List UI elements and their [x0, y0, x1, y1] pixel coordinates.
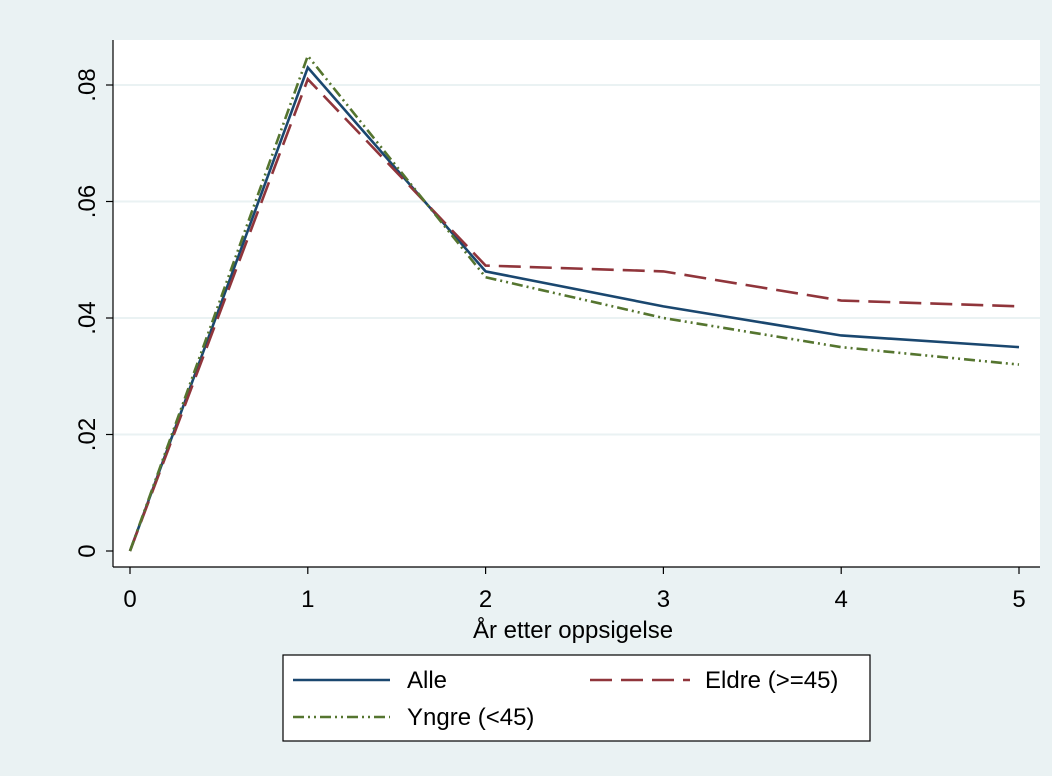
legend: Alle Eldre (>=45) Yngre (<45) — [282, 654, 871, 742]
x-tick-label: 5 — [1012, 586, 1025, 613]
tick-labels: 0 .02 .04 .06 .08 0 1 2 3 4 5 — [74, 68, 1026, 613]
series-line — [128, 76, 1020, 552]
series-line — [128, 65, 1020, 552]
legend-label: Eldre (>=45) — [705, 667, 838, 694]
x-tick-label: 3 — [657, 586, 670, 613]
y-tick-label: .04 — [74, 301, 101, 334]
x-axis-title: År etter oppsigelse — [473, 616, 673, 644]
x-tick-label: 0 — [123, 586, 136, 613]
series-line — [128, 53, 1020, 552]
y-tick-label: .02 — [74, 418, 101, 451]
y-tick-label: .06 — [74, 185, 101, 218]
plot-area — [113, 40, 1040, 567]
x-tick-label: 1 — [301, 586, 314, 613]
x-tick-label: 4 — [835, 586, 848, 613]
axes — [112, 40, 1040, 568]
grid-lines — [113, 84, 1040, 436]
y-tick-label: 0 — [74, 544, 101, 557]
x-tick-label: 2 — [479, 586, 492, 613]
legend-label: Alle — [407, 667, 447, 694]
y-tick-label: .08 — [74, 68, 101, 101]
legend-box — [282, 654, 871, 742]
legend-label: Yngre (<45) — [407, 704, 534, 731]
series-lines — [128, 53, 1020, 552]
